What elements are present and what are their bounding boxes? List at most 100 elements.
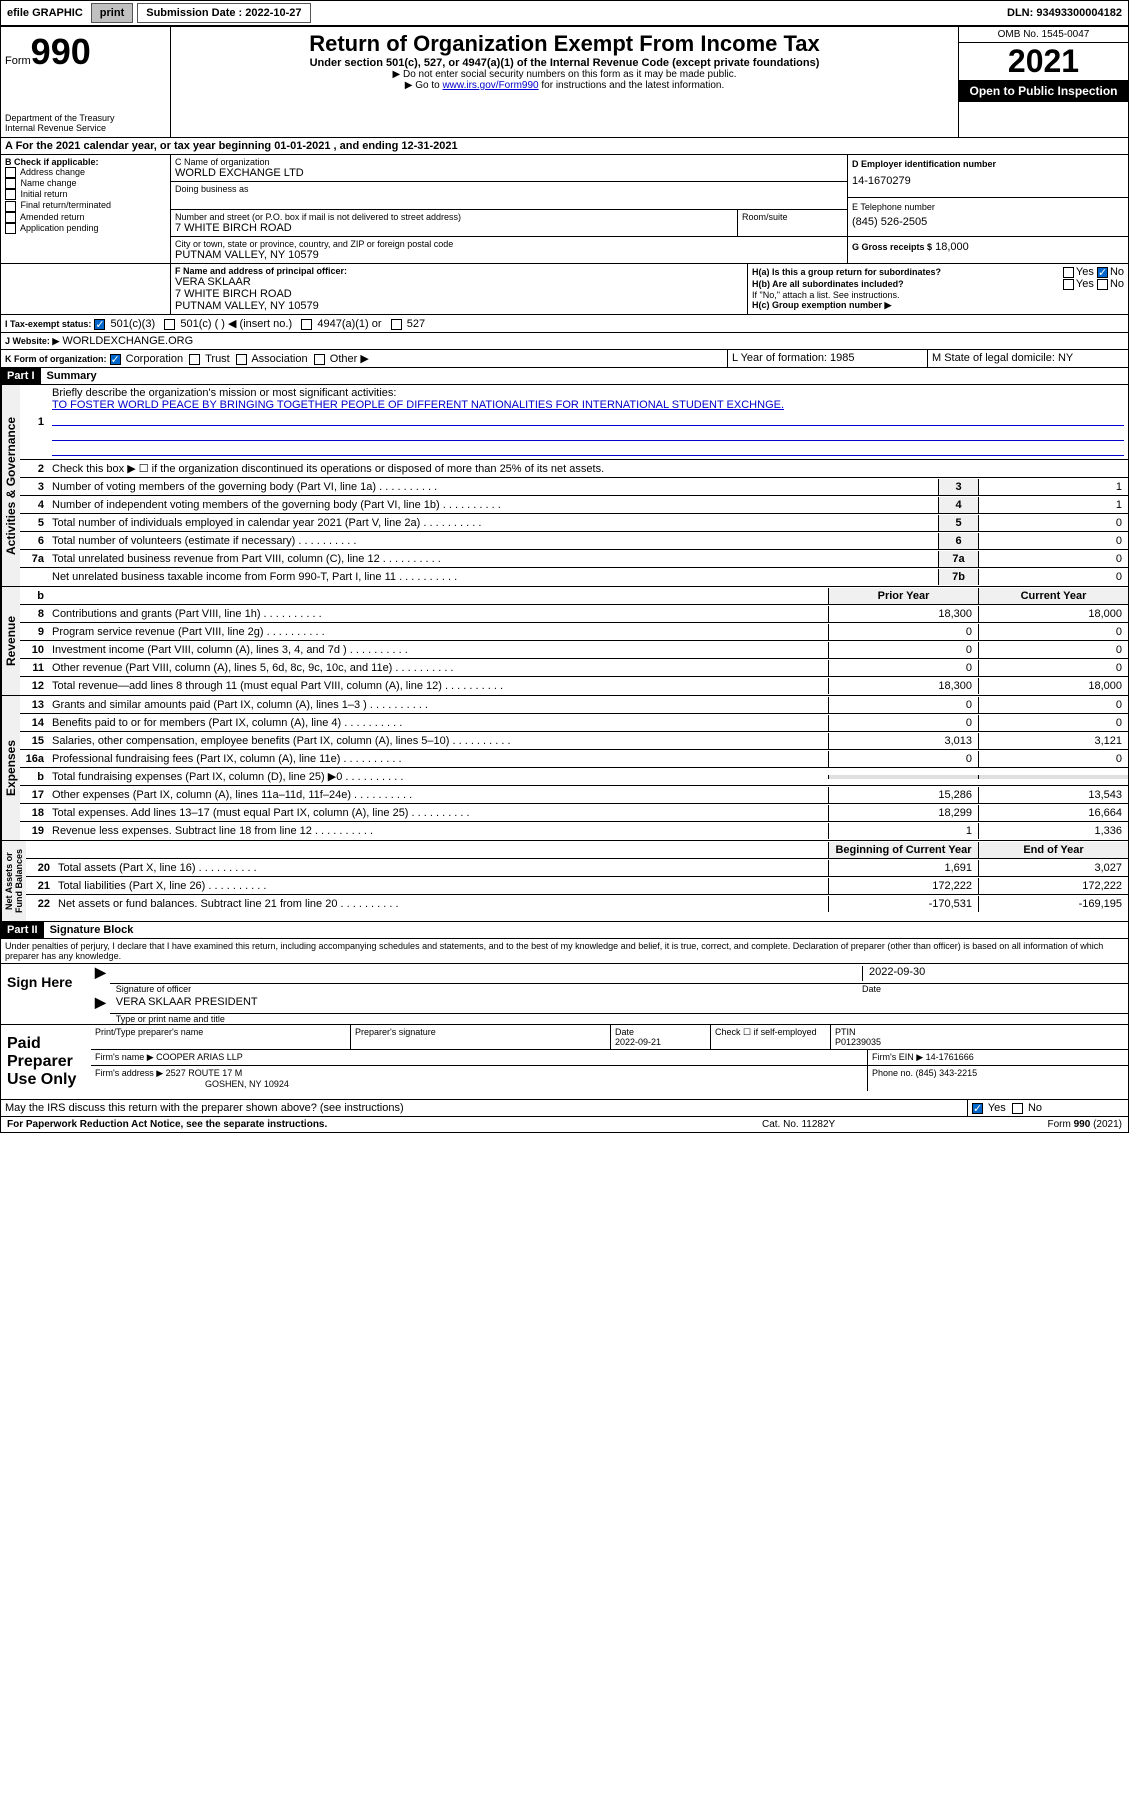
box-l: L Year of formation: 1985: [728, 350, 928, 367]
prior-year-value: 0: [828, 715, 978, 731]
boxb-opt[interactable]: [5, 201, 16, 212]
main-title: Return of Organization Exempt From Incom…: [175, 31, 954, 57]
declaration: Under penalties of perjury, I declare th…: [0, 939, 1129, 964]
footer-right: Form 990 (2021): [962, 1119, 1122, 1130]
sig-date: 2022-09-30: [862, 966, 1122, 981]
form-number: 990: [31, 31, 91, 72]
officer-row: F Name and address of principal officer:…: [0, 264, 1129, 315]
inspection-label: Open to Public Inspection: [959, 80, 1128, 102]
summary-line: 13Grants and similar amounts paid (Part …: [20, 696, 1128, 714]
submission-date: Submission Date : 2022-10-27: [137, 3, 310, 23]
omb: OMB No. 1545-0047: [959, 27, 1128, 43]
firm-addr2: GOSHEN, NY 10924: [205, 1079, 289, 1089]
room-label: Room/suite: [742, 212, 843, 222]
dln: DLN: 93493300004182: [1001, 7, 1128, 19]
hb-note: If "No," attach a list. See instructions…: [752, 290, 1124, 300]
self-emp[interactable]: Check ☐ if self-employed: [711, 1025, 831, 1049]
rev-section: Revenue b Prior Year Current Year 8Contr…: [0, 587, 1129, 696]
h-c: H(c) Group exemption number ▶: [752, 300, 1124, 311]
hb-yes[interactable]: [1063, 279, 1074, 290]
summary-line: 7aTotal unrelated business revenue from …: [20, 550, 1128, 568]
boxb-opt[interactable]: [5, 212, 16, 223]
footer-mid: Cat. No. 11282Y: [762, 1119, 962, 1130]
arrow-icon: ▶: [95, 964, 106, 994]
org-name-label: C Name of organization: [175, 157, 843, 167]
boxb-opt[interactable]: [5, 223, 16, 234]
current-year-value: 0: [978, 660, 1128, 676]
phone: (845) 526-2505: [852, 212, 1124, 232]
exp-section: Expenses 13Grants and similar amounts pa…: [0, 696, 1129, 841]
summary-line: 16aProfessional fundraising fees (Part I…: [20, 750, 1128, 768]
k-trust[interactable]: [189, 354, 200, 365]
instructions-link[interactable]: www.irs.gov/Form990: [442, 80, 538, 91]
paid-label: Paid Preparer Use Only: [1, 1025, 91, 1099]
side-revenue: Revenue: [1, 587, 20, 695]
gross: 18,000: [935, 241, 969, 253]
k-other[interactable]: [314, 354, 325, 365]
side-governance: Activities & Governance: [1, 385, 20, 586]
summary-line: 3Number of voting members of the governi…: [20, 478, 1128, 496]
boxb-opt[interactable]: [5, 178, 16, 189]
note1: ▶ Do not enter social security numbers o…: [175, 69, 954, 80]
boxb-opt[interactable]: [5, 189, 16, 200]
officer-street: 7 WHITE BIRCH ROAD: [175, 288, 743, 300]
sig-officer-field[interactable]: [116, 966, 862, 981]
current-year-value: 0: [978, 751, 1128, 767]
discuss-no[interactable]: [1012, 1103, 1023, 1114]
street-label: Number and street (or P.O. box if mail i…: [175, 212, 733, 222]
status-4947[interactable]: [301, 319, 312, 330]
subtitle: Under section 501(c), 527, or 4947(a)(1)…: [175, 57, 954, 69]
period: A For the 2021 calendar year, or tax yea…: [1, 138, 1128, 154]
sign-here-block: Sign Here ▶ 2022-09-30 Signature of offi…: [0, 964, 1129, 1025]
status-527[interactable]: [391, 319, 402, 330]
mission-link[interactable]: TO FOSTER WORLD PEACE BY BRINGING TOGETH…: [52, 399, 784, 411]
summary-value: 1: [978, 479, 1128, 495]
h-a: H(a) Is this a group return for subordin…: [752, 266, 1124, 278]
period-row: A For the 2021 calendar year, or tax yea…: [0, 138, 1129, 155]
summary-value: 0: [978, 533, 1128, 549]
summary-line: 22Net assets or fund balances. Subtract …: [26, 895, 1128, 913]
current-year-value: -169,195: [978, 896, 1128, 912]
boxb-opt[interactable]: [5, 167, 16, 178]
footer-left: For Paperwork Reduction Act Notice, see …: [7, 1119, 762, 1130]
summary-line: 6Total number of volunteers (estimate if…: [20, 532, 1128, 550]
k-corp[interactable]: [110, 354, 121, 365]
note2: ▶ Go to www.irs.gov/Form990 for instruct…: [175, 80, 954, 91]
print-button[interactable]: print: [91, 3, 133, 23]
firm-addr1: 2527 ROUTE 17 M: [166, 1068, 243, 1078]
current-year-value: 0: [978, 697, 1128, 713]
irs: Internal Revenue Service: [5, 123, 166, 133]
prior-year-value: -170,531: [828, 896, 978, 912]
prior-year-value: 18,300: [828, 678, 978, 694]
status-501c3[interactable]: [94, 319, 105, 330]
ptin: P01239035: [835, 1037, 1124, 1047]
prior-year-value: 0: [828, 697, 978, 713]
summary-line: 12Total revenue—add lines 8 through 11 (…: [20, 677, 1128, 695]
discuss-row: May the IRS discuss this return with the…: [0, 1100, 1129, 1117]
k-assoc[interactable]: [236, 354, 247, 365]
part2-header: Part II: [1, 922, 44, 938]
ha-yes[interactable]: [1063, 267, 1074, 278]
net-section: Net Assets orFund Balances Beginning of …: [0, 841, 1129, 922]
current-year-value: 0: [978, 624, 1128, 640]
discuss-yes[interactable]: [972, 1103, 983, 1114]
gross-label: G Gross receipts $: [852, 242, 932, 252]
ein: 14-1670279: [852, 169, 1124, 193]
prior-year-value: 0: [828, 624, 978, 640]
status-501c[interactable]: [164, 319, 175, 330]
box-b: B Check if applicable: Address change Na…: [1, 155, 171, 263]
ein-label: D Employer identification number: [852, 159, 1124, 169]
prep-date: 2022-09-21: [615, 1037, 706, 1047]
officer-name: VERA SKLAAR: [175, 276, 743, 288]
prior-year-value: 15,286: [828, 787, 978, 803]
hb-no[interactable]: [1097, 279, 1108, 290]
current-year-value: 3,121: [978, 733, 1128, 749]
ha-no[interactable]: [1097, 267, 1108, 278]
footer: For Paperwork Reduction Act Notice, see …: [0, 1117, 1129, 1133]
current-year-value: 18,000: [978, 606, 1128, 622]
firm-ein: 14-1761666: [926, 1052, 974, 1062]
side-expenses: Expenses: [1, 696, 20, 840]
firm-phone: (845) 343-2215: [916, 1068, 978, 1078]
street: 7 WHITE BIRCH ROAD: [175, 222, 733, 234]
part1-header-row: Part I Summary: [0, 368, 1129, 385]
